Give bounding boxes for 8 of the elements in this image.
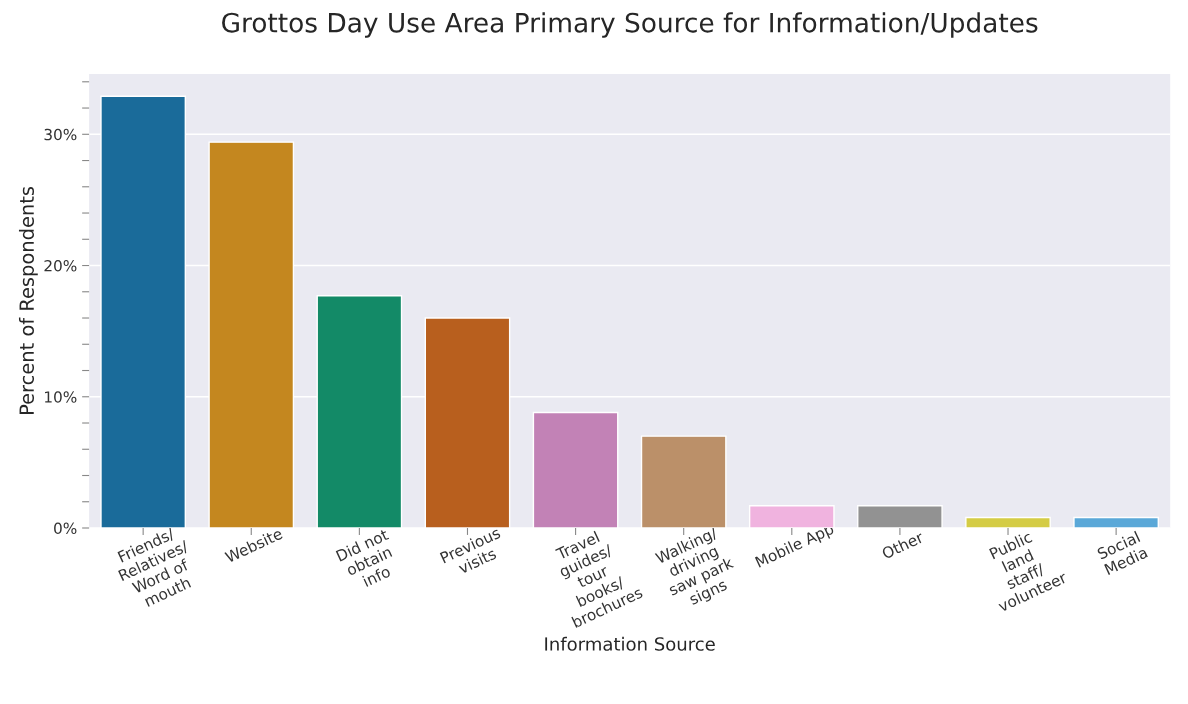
y-tick-label: 30% — [44, 128, 77, 141]
y-tick-label: 20% — [44, 259, 77, 272]
x-axis-title: Information Source — [545, 636, 715, 651]
y-tick-label: 0% — [54, 522, 77, 535]
y-tick-label: 10% — [45, 391, 77, 403]
chart-title: Grottos Day Use Area Primary Source for Information/Updates — [222, 12, 1038, 38]
x-tick-label: Other — [881, 530, 925, 560]
y-axis-title: Percent of Respondents — [18, 186, 38, 415]
